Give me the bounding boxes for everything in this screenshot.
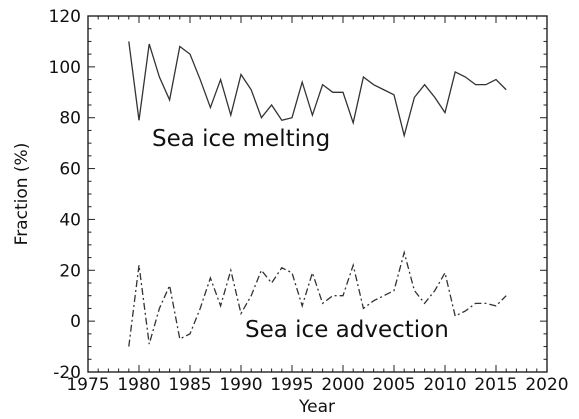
y-tick-label: -20: [53, 363, 81, 383]
y-axis-title: Fraction (%): [12, 143, 32, 246]
y-tick-label: 0: [70, 312, 81, 332]
x-tick-label: 2020: [525, 375, 568, 395]
x-tick-label: 1990: [219, 375, 262, 395]
x-tick-label: 2005: [372, 375, 415, 395]
y-tick-label: 120: [49, 7, 81, 27]
series-label-sea-ice-advection: Sea ice advection: [245, 317, 449, 343]
y-tick-label: 100: [49, 58, 81, 78]
y-tick-label: 60: [59, 160, 81, 180]
x-tick-label: 1995: [270, 375, 313, 395]
y-tick-label: 80: [59, 109, 81, 129]
x-tick-label: 1985: [168, 375, 211, 395]
x-tick-label: 2000: [321, 375, 364, 395]
series-line-sea-ice-advection: [128, 249, 507, 347]
x-axis-title: Year: [298, 397, 335, 417]
series-label-sea-ice-melting: Sea ice melting: [152, 126, 330, 152]
x-tick-label: 1980: [117, 375, 160, 395]
x-tick-label: 2015: [474, 375, 517, 395]
series-line-sea-ice-melting: [128, 41, 507, 139]
tick-labels: 1975 1980 1985 1990 1995 2000 2005 2010 2015 2020…: [49, 7, 569, 395]
x-tick-label: 1975: [66, 375, 109, 395]
y-tick-label: 40: [59, 210, 81, 230]
x-tick-label: 2010: [423, 375, 466, 395]
y-tick-label: 20: [59, 261, 81, 281]
plot-frame: [87, 15, 548, 373]
series-layer: [128, 41, 507, 347]
